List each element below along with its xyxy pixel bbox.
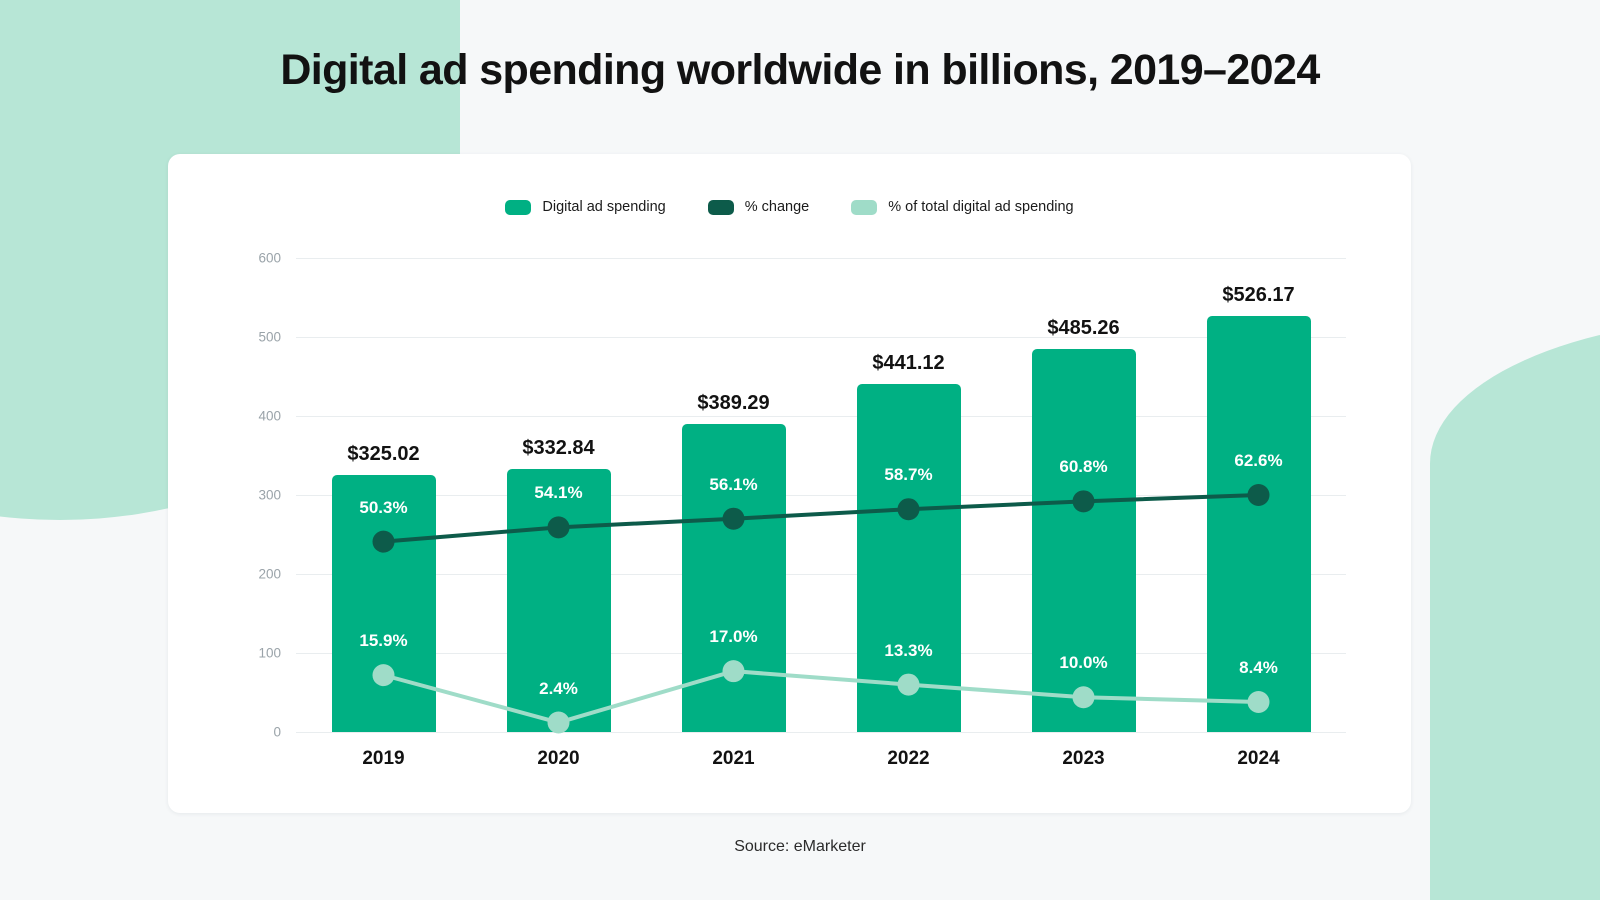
source-note: Source: eMarketer [734, 838, 866, 855]
bar-value-label: $332.84 [522, 437, 595, 460]
data-point-marker[interactable] [547, 516, 570, 539]
x-axis-tick-label: 2019 [362, 748, 405, 769]
bar[interactable] [1206, 316, 1311, 732]
data-point-marker[interactable] [897, 498, 920, 521]
point-value-label: 17.0% [709, 627, 758, 647]
chart-card: Digital ad spending % change % of total … [168, 154, 1411, 813]
gridline [296, 495, 1346, 496]
data-point-marker[interactable] [1247, 484, 1270, 506]
x-axis-tick-label: 2020 [537, 748, 580, 769]
plot-area: 0 100 200 300 400 500 600 $325.02 $332.84 $389.2… [168, 154, 1411, 813]
point-value-label: 2.4% [539, 678, 578, 698]
gridline [296, 653, 1346, 654]
legend-item-pct-change[interactable]: % change [707, 199, 810, 215]
point-value-label: 8.4% [1239, 657, 1278, 677]
y-axis-tick-label: 100 [258, 645, 281, 661]
point-value-label: 50.3% [359, 497, 408, 517]
data-point-marker[interactable] [1072, 490, 1095, 513]
bar-value-label: $441.12 [872, 351, 945, 374]
gridline [296, 337, 1346, 338]
bar[interactable] [1031, 348, 1136, 732]
point-value-label: 10.0% [1059, 653, 1108, 673]
legend-swatch-icon [851, 199, 878, 215]
bar[interactable] [506, 469, 611, 732]
data-point-marker[interactable] [372, 664, 395, 687]
bar-value-label: $526.17 [1222, 284, 1295, 307]
data-point-marker[interactable] [1247, 690, 1270, 713]
bar-value-label: $485.26 [1047, 316, 1120, 339]
gridline [296, 416, 1346, 417]
point-value-label: 54.1% [534, 483, 583, 503]
legend-item-digital-ad-spending[interactable]: Digital ad spending [505, 199, 666, 215]
bar[interactable] [331, 475, 436, 732]
data-point-marker[interactable] [722, 660, 745, 683]
legend-label: Digital ad spending [542, 199, 666, 215]
page-title: Digital ad spending worldwide in billion… [280, 46, 1320, 94]
point-value-label: 62.6% [1234, 451, 1283, 470]
point-value-label: 60.8% [1059, 457, 1108, 477]
line-path [381, 669, 1261, 725]
point-value-label: 13.3% [884, 640, 933, 660]
legend-label: % change [744, 199, 810, 215]
data-point-marker[interactable] [372, 530, 395, 553]
point-value-label: 58.7% [884, 465, 933, 485]
point-value-label: 56.1% [709, 474, 758, 494]
y-axis-tick-label: 500 [258, 329, 281, 345]
bar-value-label: $389.29 [697, 392, 770, 415]
line-path [381, 493, 1261, 544]
data-point-marker[interactable] [722, 507, 745, 530]
y-axis-tick-label: 400 [258, 408, 281, 424]
x-axis-tick-label: 2021 [712, 748, 755, 769]
gridline [296, 574, 1346, 575]
data-point-marker[interactable] [547, 711, 570, 734]
gridline [296, 258, 1346, 259]
x-axis-tick-label: 2023 [1062, 748, 1105, 769]
gridline [296, 732, 1346, 733]
legend-swatch-icon [707, 199, 734, 215]
legend-label: % of total digital ad spending [888, 199, 1074, 215]
x-axis-tick-label: 2022 [887, 748, 930, 769]
y-axis-tick-label: 300 [258, 487, 281, 503]
y-axis-tick-label: 0 [273, 724, 281, 740]
decorative-blob-right [1430, 318, 1600, 900]
data-point-marker[interactable] [897, 673, 920, 696]
point-value-label: 15.9% [359, 631, 408, 651]
data-point-marker[interactable] [1072, 686, 1095, 709]
chart-legend: Digital ad spending % change % of total … [168, 199, 1411, 215]
y-axis-tick-label: 200 [258, 566, 281, 582]
y-axis-tick-label: 600 [258, 250, 281, 266]
bar-value-label: $325.02 [347, 443, 420, 466]
line-series-layer [372, 484, 1270, 734]
x-axis-tick-label: 2024 [1237, 748, 1280, 769]
legend-item-pct-of-total[interactable]: % of total digital ad spending [851, 199, 1074, 215]
legend-swatch-icon [505, 199, 532, 215]
